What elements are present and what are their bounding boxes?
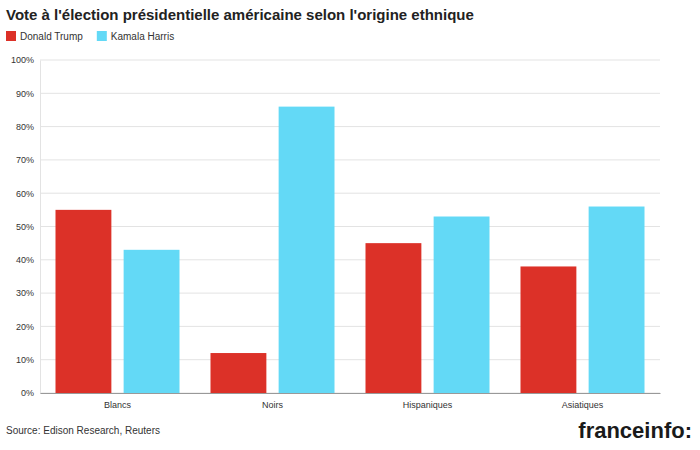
y-tick-label: 0% xyxy=(21,388,34,398)
bar xyxy=(366,243,422,393)
y-tick-label: 20% xyxy=(16,322,34,332)
bars xyxy=(56,107,645,393)
y-tick: 30% xyxy=(16,288,40,298)
y-tick-label: 60% xyxy=(16,189,34,199)
y-tick-label: 90% xyxy=(16,89,34,99)
x-tick: Hispaniques xyxy=(403,393,453,410)
source: Source: Edison Research, Reuters xyxy=(6,425,160,436)
y-tick: 90% xyxy=(16,89,40,99)
plot: 0% 10% 20% 30% 40% 50% 60% 70% 80% 90% 100% Blancs N… xyxy=(11,55,661,410)
x-tick: Noirs xyxy=(262,393,284,410)
legend-item: Donald Trump xyxy=(6,31,83,42)
y-tick: 80% xyxy=(16,122,40,132)
x-tick-label: Hispaniques xyxy=(403,400,453,410)
y-tick-label: 50% xyxy=(16,222,34,232)
y-tick-label: 40% xyxy=(16,255,34,265)
y-axis-line xyxy=(40,61,41,394)
legend-item: Kamala Harris xyxy=(97,31,174,42)
y-tick-label: 80% xyxy=(16,122,34,132)
bar xyxy=(124,250,180,393)
logo: franceinfo: xyxy=(578,418,692,443)
legend-label: Donald Trump xyxy=(20,31,83,42)
y-tick: 40% xyxy=(16,255,40,265)
y-tick: 10% xyxy=(16,355,40,365)
bar xyxy=(521,266,577,393)
grid-line xyxy=(40,60,660,61)
bar xyxy=(589,207,645,393)
legend-label: Kamala Harris xyxy=(111,31,174,42)
x-axis: Blancs Noirs Hispaniques Asiatiques xyxy=(41,393,661,410)
grid-line xyxy=(40,193,660,194)
legend-swatch xyxy=(97,31,107,41)
y-tick-label: 100% xyxy=(11,55,34,65)
x-tick: Asiatiques xyxy=(562,393,604,410)
chart: Vote à l'élection présidentielle américa… xyxy=(0,0,700,450)
y-tick: 100% xyxy=(11,55,40,65)
x-tick: Blancs xyxy=(104,393,132,410)
grid-line xyxy=(40,159,660,160)
y-tick-label: 70% xyxy=(16,155,34,165)
title: Vote à l'élection présidentielle américa… xyxy=(6,6,474,23)
y-tick-label: 10% xyxy=(16,355,34,365)
bar xyxy=(211,353,267,393)
x-tick-label: Noirs xyxy=(262,400,284,410)
x-tick-label: Asiatiques xyxy=(562,400,604,410)
y-tick: 60% xyxy=(16,189,40,199)
grid xyxy=(40,60,660,393)
legend: Donald Trump Kamala Harris xyxy=(6,31,174,42)
y-tick: 70% xyxy=(16,155,40,165)
bar xyxy=(279,107,335,393)
y-tick: 0% xyxy=(21,388,40,398)
y-tick: 50% xyxy=(16,222,40,232)
x-axis-line xyxy=(41,393,661,394)
grid-line xyxy=(40,126,660,127)
bar xyxy=(434,217,490,393)
legend-swatch xyxy=(6,31,16,41)
y-axis: 0% 10% 20% 30% 40% 50% 60% 70% 80% 90% 100% xyxy=(11,55,41,398)
y-tick: 20% xyxy=(16,322,40,332)
y-tick-label: 30% xyxy=(16,288,34,298)
grid-line xyxy=(40,93,660,94)
x-tick-label: Blancs xyxy=(104,400,132,410)
bar xyxy=(56,210,112,393)
grid-line xyxy=(40,226,660,227)
